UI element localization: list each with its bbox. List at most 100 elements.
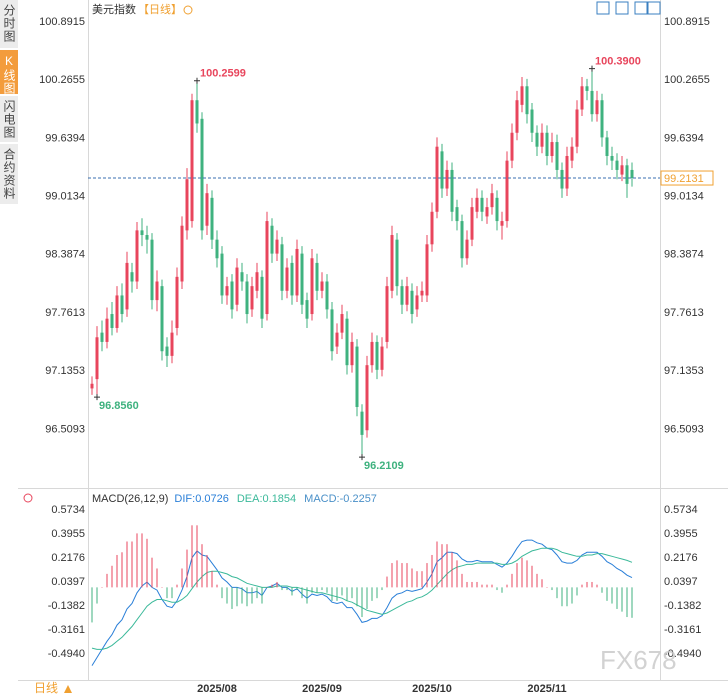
- candle-body: [110, 314, 114, 328]
- icon-button[interactable]: [647, 1, 661, 15]
- candle-body: [590, 90, 594, 115]
- candle-body: [520, 86, 524, 105]
- macd-bar: [161, 587, 163, 588]
- macd-bar: [166, 587, 168, 599]
- candle-body: [570, 146, 574, 161]
- y-tick-label: -0.1382: [664, 600, 701, 612]
- candle-body: [195, 100, 199, 124]
- candle-body: [445, 169, 449, 189]
- macd-bar: [346, 587, 348, 601]
- macd-bar: [606, 587, 608, 601]
- y-tick-label: 100.2655: [664, 74, 710, 86]
- candle-body: [420, 290, 424, 296]
- y-tick-label: 98.3874: [664, 249, 704, 261]
- macd-bar: [211, 571, 213, 588]
- period-selector[interactable]: 日线: [34, 681, 58, 695]
- macd-bar: [111, 565, 113, 588]
- icon-button[interactable]: [634, 1, 648, 15]
- macd-bar: [546, 587, 548, 588]
- macd-bar: [461, 573, 463, 588]
- candle-body: [470, 207, 474, 240]
- candle-body: [595, 100, 599, 115]
- macd-bar: [441, 544, 443, 588]
- macd-bar: [591, 581, 593, 588]
- candle-body: [630, 169, 634, 179]
- candle-body: [130, 272, 134, 282]
- candle-body: [540, 132, 544, 147]
- y-tick-label: 0.3955: [664, 528, 698, 540]
- y-tick-label: -0.4940: [664, 648, 701, 660]
- sidebar-tab-label[interactable]: 合约资料: [2, 147, 16, 200]
- macd-bar: [436, 541, 438, 588]
- macd-bar: [626, 587, 628, 618]
- macd-bar: [216, 584, 218, 588]
- macd-bar: [416, 571, 418, 588]
- sidebar-tab[interactable]: [0, 50, 18, 94]
- macd-bar: [306, 587, 308, 604]
- candle-body: [225, 286, 229, 296]
- extreme-marker: [359, 454, 365, 461]
- sidebar-tab-label[interactable]: 分时图: [2, 4, 16, 43]
- macd-bar: [596, 584, 598, 588]
- macd-bar: [431, 554, 433, 588]
- candle-body: [260, 276, 264, 319]
- candle-body: [335, 332, 339, 347]
- macd-bar: [266, 587, 268, 588]
- macd-bar: [576, 587, 578, 596]
- zoom-icon[interactable]: [183, 5, 193, 15]
- candle-body: [190, 100, 194, 222]
- candle-body: [585, 86, 589, 91]
- sidebar-tab-label[interactable]: K线图: [2, 54, 16, 95]
- candle-body: [460, 221, 464, 259]
- candle-body: [490, 193, 494, 208]
- y-tick-label: -0.3161: [664, 624, 701, 636]
- candle-body: [310, 258, 314, 315]
- macd-bar: [291, 587, 293, 596]
- x-tick-label: 2025/09: [302, 683, 342, 695]
- candle-body: [265, 221, 269, 315]
- y-tick-label: 98.3874: [45, 249, 85, 261]
- macd-bar: [101, 587, 103, 588]
- macd-bar: [466, 581, 468, 588]
- candle-body: [200, 118, 204, 231]
- sidebar-tab[interactable]: [0, 96, 18, 142]
- macd-bar: [96, 587, 98, 604]
- macd-bar: [551, 587, 553, 591]
- dropdown-arrow[interactable]: [64, 685, 72, 693]
- candle-body: [300, 253, 304, 305]
- macd-bar: [286, 587, 288, 591]
- settings-icon[interactable]: [23, 493, 33, 503]
- candle-body: [315, 262, 319, 291]
- candle-body: [160, 286, 164, 352]
- y-tick-label: 97.1353: [664, 365, 704, 377]
- macd-bar: [451, 552, 453, 588]
- macd-bar: [146, 538, 148, 588]
- macd-bar: [301, 587, 303, 599]
- candle-body: [535, 132, 539, 147]
- period-label[interactable]: 【日线】: [138, 2, 182, 16]
- macd-bar: [116, 554, 118, 588]
- y-tick-label: 0.5734: [51, 504, 85, 516]
- high-label: 100.2599: [200, 68, 246, 80]
- macd-bar: [91, 587, 93, 623]
- macd-bar: [136, 533, 138, 588]
- icon-button[interactable]: [615, 1, 629, 15]
- candle-body: [355, 346, 359, 408]
- macd-bar: [566, 587, 568, 607]
- sidebar-tab[interactable]: [0, 0, 18, 48]
- y-tick-label: 97.7613: [45, 307, 85, 319]
- candle-body: [90, 383, 94, 389]
- candle-body: [510, 132, 514, 161]
- sidebar-tab[interactable]: [0, 144, 18, 204]
- candle-body: [455, 207, 459, 222]
- macd-bar: [221, 587, 223, 599]
- candle-body: [340, 314, 344, 333]
- candle-body: [390, 235, 394, 291]
- icon-button[interactable]: [596, 1, 610, 15]
- macd-bar: [521, 557, 523, 588]
- y-tick-label: -0.1382: [48, 600, 85, 612]
- sidebar-tab-label[interactable]: 闪电图: [2, 100, 16, 139]
- toolbar-icons[interactable]: [596, 1, 661, 15]
- extreme-marker: [589, 65, 595, 72]
